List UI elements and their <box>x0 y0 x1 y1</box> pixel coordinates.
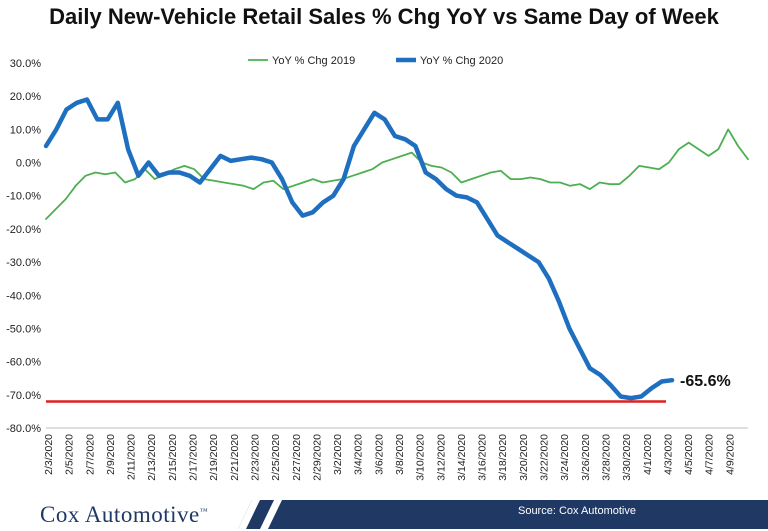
x-tick-label: 4/1/2020 <box>642 434 654 475</box>
x-tick-label: 2/17/2020 <box>188 434 200 481</box>
brand-logo: Cox Automotive™ <box>40 502 208 528</box>
x-tick-label: 2/7/2020 <box>84 434 96 475</box>
legend-label: YoY % Chg 2019 <box>272 55 355 67</box>
y-tick-label: -60.0% <box>6 357 41 369</box>
annotation-label: -65.6% <box>680 373 731 390</box>
source-banner <box>238 500 768 529</box>
x-tick-label: 2/19/2020 <box>208 434 220 481</box>
chart-title: Daily New-Vehicle Retail Sales % Chg YoY… <box>49 4 719 29</box>
x-tick-label: 2/11/2020 <box>126 434 138 480</box>
x-tick-label: 2/21/2020 <box>229 434 241 481</box>
x-tick-label: 3/12/2020 <box>435 434 447 481</box>
x-tick-label: 3/6/2020 <box>373 434 385 475</box>
x-tick-label: 3/14/2020 <box>456 434 468 481</box>
x-tick-label: 3/8/2020 <box>394 434 406 475</box>
y-tick-label: -10.0% <box>6 191 41 203</box>
brand-name: Cox Automotive <box>40 502 200 527</box>
y-tick-label: -50.0% <box>6 323 41 335</box>
brand-trademark: ™ <box>199 506 209 516</box>
x-tick-label: 2/27/2020 <box>291 434 303 481</box>
x-tick-label: 2/5/2020 <box>64 434 76 475</box>
x-tick-label: 4/7/2020 <box>704 434 716 475</box>
source-text: Source: Cox Automotive <box>517 505 636 517</box>
series-2019-line <box>45 128 749 220</box>
x-tick-label: 3/30/2020 <box>621 434 633 481</box>
x-tick-label: 2/29/2020 <box>311 434 323 481</box>
x-tick-label: 4/5/2020 <box>683 434 695 475</box>
y-tick-label: -40.0% <box>6 290 41 302</box>
x-tick-label: 3/16/2020 <box>477 434 489 481</box>
y-tick-label: 10.0% <box>10 124 41 136</box>
x-tick-label: 3/2/2020 <box>332 434 344 475</box>
y-tick-label: -80.0% <box>6 423 41 435</box>
x-tick-label: 3/18/2020 <box>497 434 509 481</box>
y-tick-label: 30.0% <box>10 58 41 70</box>
x-tick-label: 2/15/2020 <box>167 434 179 481</box>
series-2020-line <box>43 97 675 401</box>
legend-item-2020: YoY % Chg 2020 <box>396 55 503 67</box>
x-tick-label: 3/4/2020 <box>353 434 365 475</box>
x-tick-label: 2/3/2020 <box>43 434 55 475</box>
x-tick-label: 3/22/2020 <box>539 434 551 481</box>
legend-item-2019: YoY % Chg 2019 <box>248 55 355 67</box>
x-tick-label: 3/24/2020 <box>559 434 571 481</box>
y-tick-label: -30.0% <box>6 257 41 269</box>
legend-label: YoY % Chg 2020 <box>420 55 503 67</box>
x-tick-label: 3/20/2020 <box>518 434 530 481</box>
y-tick-label: -70.0% <box>6 390 41 402</box>
x-tick-label: 3/10/2020 <box>415 434 427 481</box>
y-tick-label: 0.0% <box>16 158 41 170</box>
x-tick-label: 2/23/2020 <box>249 434 261 481</box>
x-tick-label: 2/9/2020 <box>105 434 117 475</box>
x-tick-label: 4/3/2020 <box>662 434 674 475</box>
x-tick-label: 2/25/2020 <box>270 434 282 481</box>
x-tick-label: 3/26/2020 <box>580 434 592 481</box>
y-tick-label: -20.0% <box>6 224 41 236</box>
x-tick-label: 4/9/2020 <box>724 434 736 475</box>
x-tick-label: 2/13/2020 <box>146 434 158 481</box>
x-tick-label: 3/28/2020 <box>600 434 612 481</box>
y-tick-label: 20.0% <box>10 91 41 103</box>
